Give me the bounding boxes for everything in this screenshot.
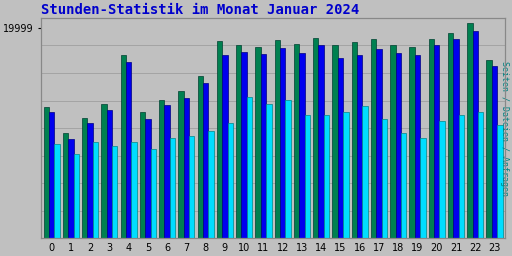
Bar	[106, 110, 112, 238]
Bar	[395, 52, 401, 238]
Bar	[228, 123, 233, 238]
Bar	[88, 123, 93, 238]
Bar	[453, 39, 459, 238]
Bar	[420, 137, 425, 238]
Bar	[434, 45, 439, 238]
Bar	[208, 131, 214, 238]
Bar	[170, 137, 175, 238]
Bar	[376, 49, 381, 238]
Bar	[478, 112, 483, 238]
Bar	[132, 142, 137, 238]
Bar	[101, 104, 106, 238]
Bar	[184, 98, 189, 238]
Bar	[467, 23, 473, 238]
Bar	[294, 44, 299, 238]
Bar	[357, 55, 362, 238]
Bar	[236, 45, 242, 238]
Bar	[439, 121, 445, 238]
Bar	[44, 107, 49, 238]
Bar	[497, 125, 503, 238]
Bar	[126, 62, 132, 238]
Bar	[93, 142, 98, 238]
Bar	[318, 45, 324, 238]
Bar	[242, 51, 247, 238]
Text: Stunden-Statistik im Monat Januar 2024: Stunden-Statistik im Monat Januar 2024	[41, 3, 359, 17]
Bar	[222, 55, 228, 238]
Bar	[332, 45, 338, 238]
Bar	[255, 47, 261, 238]
Bar	[415, 55, 420, 238]
Bar	[285, 100, 291, 238]
Bar	[280, 48, 285, 238]
Bar	[401, 133, 407, 238]
Bar	[54, 144, 60, 238]
Bar	[299, 52, 305, 238]
Bar	[313, 38, 318, 238]
Bar	[305, 114, 310, 238]
Bar	[189, 135, 195, 238]
Bar	[68, 139, 74, 238]
Bar	[486, 60, 492, 238]
Bar	[352, 42, 357, 238]
Bar	[390, 45, 395, 238]
Bar	[112, 146, 117, 238]
Bar	[74, 154, 79, 238]
Bar	[247, 97, 252, 238]
Y-axis label: Seiten / Dateien / Anfragen: Seiten / Dateien / Anfragen	[500, 61, 509, 196]
Bar	[371, 39, 376, 238]
Bar	[274, 40, 280, 238]
Bar	[140, 112, 145, 238]
Bar	[82, 118, 88, 238]
Bar	[381, 119, 387, 238]
Bar	[266, 104, 271, 238]
Bar	[362, 106, 368, 238]
Bar	[49, 112, 54, 238]
Bar	[429, 39, 434, 238]
Bar	[261, 54, 266, 238]
Bar	[473, 30, 478, 238]
Bar	[120, 55, 126, 238]
Bar	[164, 105, 170, 238]
Bar	[63, 133, 68, 238]
Bar	[151, 149, 156, 238]
Bar	[410, 47, 415, 238]
Bar	[159, 100, 164, 238]
Bar	[203, 83, 208, 238]
Bar	[343, 112, 349, 238]
Bar	[338, 58, 343, 238]
Bar	[178, 91, 184, 238]
Bar	[459, 114, 464, 238]
Bar	[145, 119, 151, 238]
Bar	[324, 114, 329, 238]
Bar	[217, 41, 222, 238]
Bar	[198, 76, 203, 238]
Bar	[492, 66, 497, 238]
Bar	[448, 33, 453, 238]
